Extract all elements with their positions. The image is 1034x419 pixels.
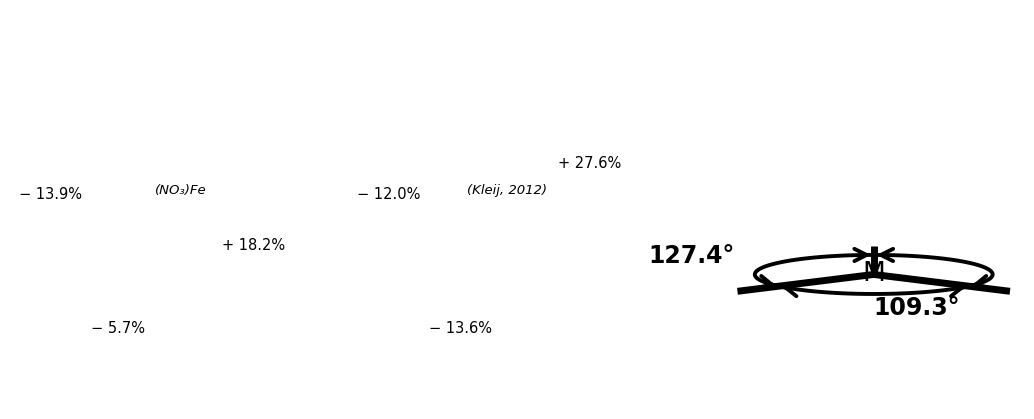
Text: + 18.2%: + 18.2% — [222, 238, 285, 253]
Text: + 27.6%: + 27.6% — [558, 156, 621, 171]
Text: (NO₃)Fe: (NO₃)Fe — [155, 184, 207, 197]
Text: M: M — [862, 261, 885, 287]
Text: 127.4°: 127.4° — [648, 244, 735, 268]
Text: − 5.7%: − 5.7% — [91, 321, 145, 336]
Text: 109.3°: 109.3° — [874, 296, 961, 320]
Text: − 12.0%: − 12.0% — [357, 187, 420, 202]
Text: − 13.9%: − 13.9% — [19, 187, 82, 202]
Text: − 13.6%: − 13.6% — [429, 321, 492, 336]
Text: (Kleij, 2012): (Kleij, 2012) — [466, 184, 547, 197]
